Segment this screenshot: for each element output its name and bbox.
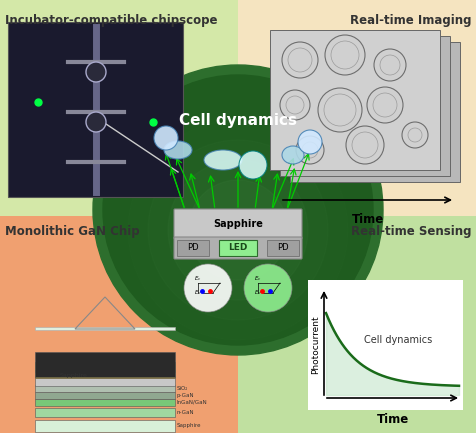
Text: $E_c$: $E_c$ — [253, 274, 261, 283]
Bar — [177, 240, 208, 256]
Ellipse shape — [164, 141, 192, 159]
Circle shape — [86, 62, 106, 82]
Circle shape — [184, 264, 231, 312]
Text: Sapphire: Sapphire — [177, 423, 201, 429]
Bar — [35, 327, 175, 330]
Text: Real-time Imaging: Real-time Imaging — [350, 14, 471, 27]
FancyBboxPatch shape — [35, 420, 175, 432]
Bar — [289, 42, 459, 182]
Text: Cell dynamics: Cell dynamics — [178, 113, 297, 127]
Text: Real-time Sensing: Real-time Sensing — [351, 225, 471, 238]
Circle shape — [238, 151, 267, 179]
Circle shape — [188, 180, 288, 280]
Ellipse shape — [204, 150, 241, 170]
FancyBboxPatch shape — [174, 209, 301, 239]
Text: n-GaN: n-GaN — [177, 410, 194, 415]
Circle shape — [244, 264, 291, 312]
Circle shape — [154, 126, 178, 150]
Text: Cell dynamics: Cell dynamics — [363, 335, 431, 345]
Bar — [218, 240, 257, 256]
Text: Time: Time — [351, 213, 383, 226]
Text: $E_v$: $E_v$ — [194, 288, 201, 297]
FancyBboxPatch shape — [35, 352, 175, 377]
Text: Incubator-compatible chipscope: Incubator-compatible chipscope — [5, 14, 217, 27]
Circle shape — [86, 112, 106, 132]
FancyBboxPatch shape — [35, 370, 175, 378]
FancyBboxPatch shape — [174, 237, 301, 259]
Polygon shape — [0, 0, 238, 216]
Circle shape — [93, 65, 382, 355]
Circle shape — [148, 140, 327, 320]
Text: Sapphire: Sapphire — [60, 373, 88, 378]
Text: p-GaN: p-GaN — [177, 393, 194, 398]
Circle shape — [103, 75, 372, 345]
FancyBboxPatch shape — [35, 392, 175, 399]
Text: Photocurrent: Photocurrent — [311, 316, 320, 374]
Text: Monolithic GaN Chip: Monolithic GaN Chip — [5, 225, 139, 238]
Text: SiO₂: SiO₂ — [177, 386, 188, 391]
FancyBboxPatch shape — [35, 385, 175, 392]
Text: InGaN/GaN: InGaN/GaN — [177, 400, 208, 405]
Circle shape — [298, 130, 321, 154]
Bar — [307, 280, 462, 410]
FancyBboxPatch shape — [35, 378, 175, 386]
Text: PD: PD — [187, 243, 198, 252]
FancyBboxPatch shape — [35, 399, 175, 406]
Text: LED: LED — [228, 243, 247, 252]
Bar — [267, 240, 298, 256]
Circle shape — [128, 120, 347, 340]
Text: Sapphire: Sapphire — [213, 219, 262, 229]
Text: $E_v$: $E_v$ — [253, 288, 261, 297]
Bar — [279, 36, 449, 176]
Text: Time: Time — [377, 413, 409, 426]
Ellipse shape — [281, 146, 303, 164]
Text: $E_c$: $E_c$ — [194, 274, 201, 283]
Polygon shape — [0, 216, 238, 433]
Polygon shape — [238, 0, 476, 216]
FancyBboxPatch shape — [35, 408, 175, 417]
Bar — [269, 30, 439, 170]
FancyBboxPatch shape — [35, 362, 175, 372]
Polygon shape — [238, 216, 476, 433]
Text: PD: PD — [277, 243, 288, 252]
Bar — [8, 22, 183, 197]
Circle shape — [168, 160, 307, 300]
